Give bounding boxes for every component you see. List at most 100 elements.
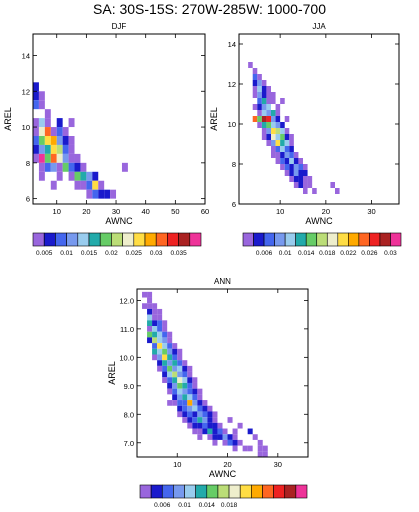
heatmap-cell [298, 170, 303, 176]
heatmap-cell [280, 128, 285, 134]
colorbar-box [390, 232, 402, 247]
heatmap-cell [157, 365, 163, 372]
heatmap-cell [312, 188, 317, 194]
colorbar-box [262, 484, 274, 499]
heatmap-cell [147, 297, 153, 304]
heatmap-cell [33, 118, 39, 128]
heatmap-cell [177, 382, 183, 389]
heatmap-cell [202, 428, 208, 435]
heatmap-cell [182, 382, 188, 389]
heatmap-cell [275, 134, 281, 140]
heatmap-cell [303, 182, 308, 188]
x-axis-label: AWNC [305, 216, 333, 226]
heatmap-cell [298, 164, 303, 170]
heatmap-cell [177, 394, 183, 401]
heatmap-cell [177, 405, 183, 412]
heatmap-cell [86, 180, 93, 190]
heatmap-cell [284, 128, 290, 134]
heatmap-cell [187, 365, 193, 372]
heatmap-cell [50, 162, 57, 172]
heatmap-cell [177, 388, 183, 395]
heatmap-cell [44, 127, 51, 136]
heatmap-cell [257, 110, 262, 116]
y-tick-label: 10 [22, 123, 30, 132]
heatmap-cell [307, 182, 313, 188]
colorbar-box [43, 232, 56, 247]
heatmap-cell [167, 388, 173, 395]
colorbar-box [155, 232, 168, 247]
heatmap-cell [252, 80, 258, 86]
heatmap-cell [257, 80, 262, 86]
heatmap-cell [303, 164, 308, 170]
x-tick-label: 30 [112, 207, 120, 216]
heatmap-cell [33, 100, 39, 110]
colorbar-box [239, 484, 252, 499]
heatmap-cell [157, 331, 163, 338]
heatmap-cell [192, 422, 198, 429]
panel-title: JJA [312, 22, 326, 31]
heatmap-cell [197, 394, 203, 401]
heatmap-cell [152, 326, 158, 332]
heatmap-cell [147, 337, 153, 344]
x-tick-label: 10 [276, 207, 284, 216]
heatmap-cell [257, 451, 263, 457]
colorbar-box [122, 232, 135, 247]
heatmap-cell [271, 140, 276, 146]
heatmap-cell [177, 411, 183, 418]
heatmap-cell [275, 158, 281, 164]
colorbar-box [316, 232, 328, 247]
heatmap-cell [172, 343, 178, 349]
heatmap-cell [33, 153, 39, 163]
heatmap-cell [271, 110, 276, 116]
heatmap-cell [162, 326, 168, 332]
heatmap-cell [280, 152, 285, 158]
colorbar-box [195, 484, 208, 499]
heatmap-cell [62, 136, 69, 145]
colorbar-label: 0.03 [384, 250, 397, 257]
colorbar-box [273, 484, 286, 499]
plot-frame [32, 33, 206, 205]
colorbar-label: 0.01 [279, 250, 292, 257]
heatmap-cell [207, 405, 213, 412]
heatmap-cell [242, 445, 248, 452]
colorbar-box [184, 484, 196, 499]
plot-frame [136, 288, 309, 458]
colorbar-box [379, 232, 391, 247]
heatmap-cell [261, 128, 267, 134]
panel-ann: ANN 10 20 30 7.0 8.0 9.0 10.0 11.0 12.0 AWNC AREL 0.… [107, 277, 309, 509]
heatmap-cell [335, 188, 340, 194]
panel-title: DJF [112, 22, 127, 31]
heatmap-cell [266, 98, 271, 104]
heatmap-cell [275, 122, 281, 128]
heatmap-cell [162, 331, 168, 338]
heatmap-cell [187, 400, 193, 406]
heatmap-cell [202, 422, 208, 429]
colorbar-box [295, 232, 307, 247]
heatmap-cell [92, 180, 99, 190]
y-tick-label: 14 [22, 51, 30, 60]
heatmap-cell [266, 140, 271, 146]
heatmap-cell [257, 92, 262, 98]
colorbar-box [189, 232, 202, 247]
heatmap-cell [147, 303, 153, 309]
heatmap-cell [284, 134, 290, 140]
x-axis-label: AWNC [105, 216, 133, 226]
heatmap-cell [167, 337, 173, 344]
heatmap-cell [307, 176, 313, 182]
colorbar-box [150, 484, 163, 499]
heatmap-cell [303, 176, 308, 182]
heatmap-cell [289, 146, 294, 152]
y-tick-label: 14 [228, 40, 236, 49]
heatmap-cell [197, 388, 203, 395]
heatmap-cell [275, 116, 281, 122]
heatmap-cell [271, 128, 276, 134]
heatmap-cell [33, 82, 39, 92]
heatmap-cell [303, 188, 308, 194]
heatmap-cell [271, 92, 276, 98]
heatmap-cell [257, 104, 262, 110]
colorbar-box [295, 484, 308, 499]
heatmap-cell [147, 320, 153, 327]
colorbar-box [337, 232, 349, 247]
heatmap-cell [284, 170, 290, 176]
heatmap-cell [202, 411, 208, 418]
